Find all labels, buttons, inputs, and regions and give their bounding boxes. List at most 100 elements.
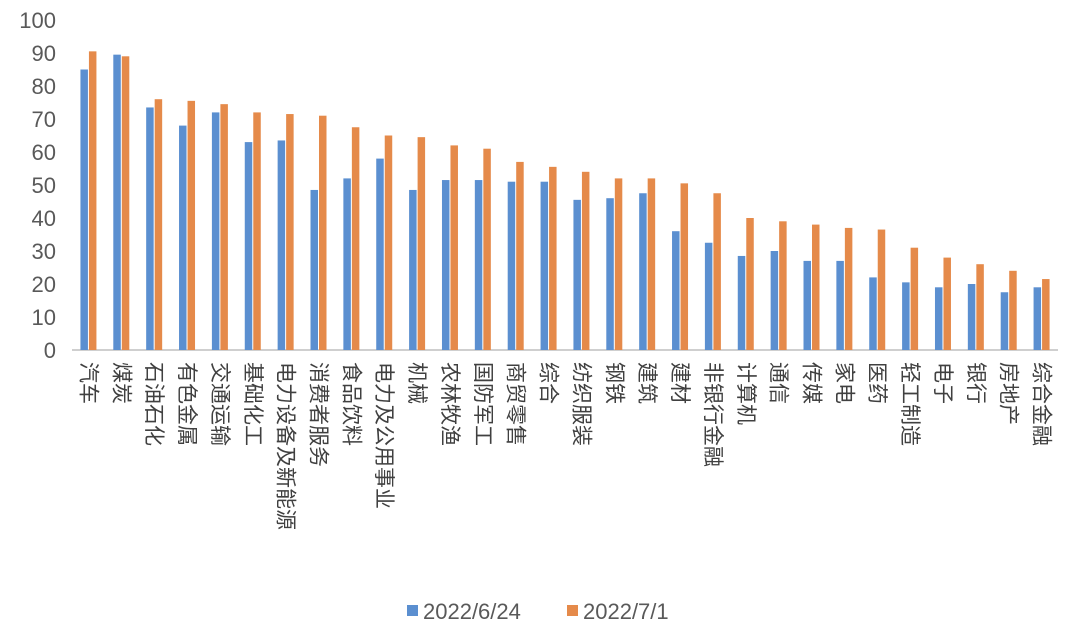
- x-tick-label: 钢铁: [602, 362, 626, 404]
- bar-series-2: [121, 56, 130, 351]
- x-tick-label: 房地产: [997, 362, 1021, 425]
- bar-series-1: [376, 158, 384, 350]
- x-tick-label: 食品饮料: [339, 362, 363, 446]
- x-tick-label: 石油石化: [142, 362, 166, 446]
- y-tick-label: 30: [32, 239, 56, 264]
- bar-series-1: [343, 178, 351, 350]
- x-axis-ticks: 汽车 煤炭 石油石化 有色金属 交通运输 基础化工 电力设备及新能源 消费者服务 食品饮料 电力及…: [76, 362, 1053, 530]
- y-tick-label: 10: [32, 305, 56, 330]
- bar-series-1: [211, 112, 220, 351]
- bar-series-1: [113, 54, 121, 351]
- bar-series-2: [220, 104, 228, 351]
- bar-series-1: [1000, 292, 1009, 350]
- y-tick-label: 90: [32, 41, 56, 66]
- bar-series-2: [812, 224, 820, 350]
- x-tick-label: 综合: [537, 362, 561, 404]
- y-tick-label: 80: [32, 74, 56, 99]
- bar-series-2: [680, 183, 689, 350]
- bar-series-2: [1042, 279, 1050, 350]
- legend-label-series-2: 2022/7/1: [583, 599, 669, 623]
- y-tick-label: 20: [32, 272, 56, 297]
- x-tick-label: 基础化工: [241, 362, 265, 446]
- bar-series-1: [310, 189, 318, 350]
- bar-series-1: [672, 231, 680, 350]
- bar-series-2: [384, 135, 393, 350]
- bar-series-1: [704, 242, 713, 350]
- x-tick-label: 商贸零售: [504, 362, 528, 446]
- bar-series-1: [474, 180, 483, 350]
- y-tick-label: 0: [44, 338, 56, 363]
- y-axis-ticks: 0 10 20 30 40 50 60 70 80 90 100: [19, 8, 56, 363]
- bar-series-2: [351, 127, 360, 350]
- bar-series-2: [746, 218, 754, 350]
- bar-series-1: [869, 277, 877, 350]
- x-tick-label: 医药: [865, 362, 889, 404]
- bar-series-1: [179, 125, 187, 350]
- x-tick-label: 综合金融: [1030, 362, 1054, 446]
- bar-series-1: [573, 199, 581, 350]
- bar-series-2: [286, 114, 294, 350]
- bar-series-1: [146, 107, 154, 350]
- x-tick-label: 电力及公用事业: [372, 362, 396, 509]
- x-tick-label: 计算机: [734, 362, 758, 425]
- y-tick-label: 100: [19, 8, 56, 33]
- x-tick-label: 汽车: [76, 362, 100, 404]
- bar-series-2: [483, 148, 491, 350]
- bar-series-2: [779, 221, 787, 350]
- bar-series-2: [154, 99, 163, 350]
- bar-series-1: [902, 282, 910, 350]
- legend-swatch-series-1: [407, 605, 418, 616]
- y-tick-label: 60: [32, 140, 56, 165]
- bar-series-2: [943, 257, 951, 350]
- x-tick-label: 建材: [668, 362, 692, 404]
- bar-series-1: [1033, 287, 1042, 350]
- legend: 2022/6/24 2022/7/1: [407, 599, 669, 623]
- bars: [80, 51, 1050, 351]
- bar-series-1: [507, 181, 516, 350]
- bar-series-2: [1009, 270, 1017, 350]
- bar-series-1: [737, 255, 746, 350]
- bar-series-1: [803, 260, 811, 350]
- bar-series-2: [713, 193, 721, 350]
- x-tick-label: 机械: [405, 362, 429, 404]
- bar-series-1: [540, 181, 549, 350]
- bar-series-1: [967, 284, 976, 350]
- bar-series-1: [244, 142, 253, 350]
- bar-series-1: [606, 198, 614, 350]
- x-tick-label: 农林牧渔: [438, 362, 462, 446]
- x-tick-label: 非银行金融: [701, 362, 725, 467]
- bar-series-2: [450, 145, 458, 350]
- bar-series-2: [319, 115, 327, 350]
- bar-series-2: [581, 171, 590, 350]
- bar-series-2: [417, 137, 426, 350]
- x-tick-label: 煤炭: [109, 362, 133, 404]
- bar-series-1: [409, 189, 417, 350]
- bar-series-2: [844, 227, 853, 350]
- x-tick-label: 国防军工: [471, 362, 495, 446]
- legend-swatch-series-2: [567, 605, 578, 616]
- x-tick-label: 传媒: [800, 362, 824, 404]
- y-tick-label: 40: [32, 206, 56, 231]
- legend-label-series-1: 2022/6/24: [423, 599, 521, 623]
- bar-series-1: [770, 251, 779, 350]
- bar-series-2: [910, 247, 919, 350]
- x-tick-label: 有色金属: [175, 362, 199, 446]
- bar-series-1: [836, 260, 844, 350]
- bar-series-1: [639, 193, 647, 350]
- bar-series-2: [647, 178, 656, 350]
- bar-series-2: [614, 178, 623, 350]
- bar-series-2: [516, 161, 524, 350]
- bar-series-1: [441, 180, 450, 350]
- bar-series-2: [88, 51, 97, 350]
- x-tick-label: 纺织服装: [569, 362, 593, 446]
- bar-series-2: [253, 112, 261, 351]
- bar-series-1: [934, 287, 943, 350]
- x-tick-label: 通信: [767, 362, 791, 404]
- y-tick-label: 50: [32, 173, 56, 198]
- x-tick-label: 银行: [964, 362, 988, 404]
- x-tick-label: 轻工制造: [898, 362, 922, 446]
- y-tick-label: 70: [32, 107, 56, 132]
- bar-series-2: [976, 264, 984, 350]
- x-tick-label: 建筑: [635, 362, 659, 404]
